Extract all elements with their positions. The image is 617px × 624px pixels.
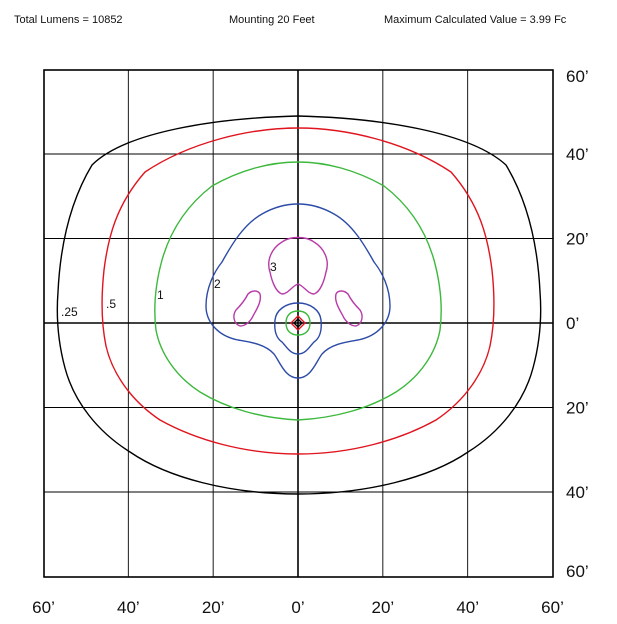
y-tick-label: 20’ <box>566 230 589 249</box>
contour-2-inner <box>274 302 322 355</box>
x-tick-label: 20’ <box>202 598 225 617</box>
contour-label: 1 <box>157 288 164 302</box>
x-tick-label: 60’ <box>541 598 564 617</box>
y-tick-label: 20’ <box>566 399 589 418</box>
x-tick-label: 60’ <box>32 598 55 617</box>
grid-lines <box>43 69 554 578</box>
y-tick-label: 40’ <box>566 145 589 164</box>
y-tick-label: 60’ <box>566 562 589 581</box>
contour-0.25 <box>56 115 542 495</box>
y-tick-label: 40’ <box>566 483 589 502</box>
axis-tick-labels: 60’ 40’ 20’ 0’ 20’ 40’ 60’60’40’20’0’20’40’60’ <box>32 67 589 617</box>
max-value-text: Maximum Calculated Value = 3.99 Fc <box>384 14 567 26</box>
contour-labels: .25 .5 1 2 3 <box>61 260 277 319</box>
contour-label: .25 <box>61 305 78 319</box>
contour-1 <box>154 161 442 421</box>
x-tick-label: 0’ <box>291 598 304 617</box>
contour-label: .5 <box>106 297 116 311</box>
mounting-height-text: Mounting 20 Feet <box>229 14 315 26</box>
contour-lines <box>56 115 542 495</box>
y-tick-label: 60’ <box>566 67 589 86</box>
contour-3-right <box>334 290 363 327</box>
y-tick-label: 0’ <box>566 314 579 333</box>
contour-0.5-center <box>290 315 306 331</box>
x-tick-label: 20’ <box>371 598 394 617</box>
contour-label: 3 <box>270 260 277 274</box>
contour-3-left <box>233 290 262 327</box>
contour-0.5 <box>101 127 495 455</box>
contour-3-top <box>268 236 328 295</box>
contour-2 <box>205 203 391 379</box>
x-tick-label: 40’ <box>117 598 140 617</box>
x-tick-label: 40’ <box>456 598 479 617</box>
contour-0.25-center <box>293 318 303 328</box>
total-lumens-text: Total Lumens = 10852 <box>14 14 123 26</box>
contour-label: 2 <box>214 277 221 291</box>
contour-1-center <box>285 310 311 336</box>
